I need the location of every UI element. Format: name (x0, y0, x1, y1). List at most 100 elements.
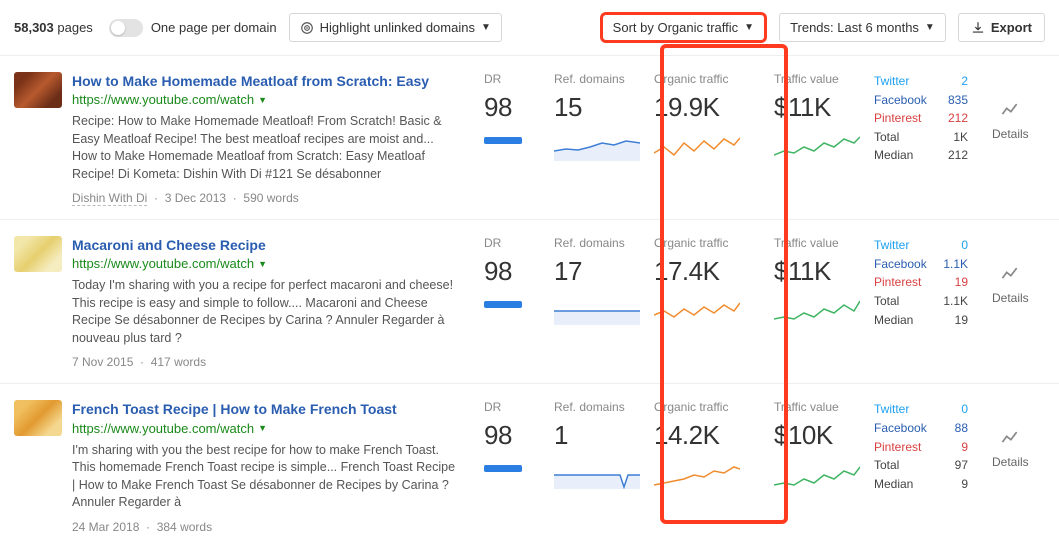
dr-label: DR (484, 236, 530, 250)
result-description: Recipe: How to Make Homemade Meatloaf! F… (72, 113, 458, 183)
highlight-dropdown[interactable]: Highlight unlinked domains ▼ (289, 13, 502, 42)
dr-bar (484, 301, 522, 308)
results-list: How to Make Homemade Meatloaf from Scrat… (0, 55, 1059, 548)
ref-domains-label: Ref. domains (554, 236, 630, 250)
organic-traffic-label: Organic traffic (654, 72, 750, 86)
pinterest-row[interactable]: Pinterest9 (874, 438, 968, 457)
toggle-switch[interactable] (109, 19, 143, 37)
organic-traffic-column: Organic traffic 17.4K (642, 236, 762, 369)
pages-count: 58,303 pages (14, 20, 93, 35)
caret-down-icon: ▼ (481, 22, 491, 33)
result-url[interactable]: https://www.youtube.com/watch ▼ (72, 256, 267, 271)
ref-domains-label: Ref. domains (554, 400, 630, 414)
total-row: Total97 (874, 456, 968, 475)
result-title[interactable]: Macaroni and Cheese Recipe (72, 236, 458, 254)
details-label: Details (992, 291, 1028, 305)
toolbar: 58,303 pages One page per domain Highlig… (0, 0, 1059, 55)
target-icon (300, 21, 314, 35)
dr-value: 98 (484, 256, 530, 287)
traffic-value-value: $11K (774, 92, 850, 123)
traffic-value-label: Traffic value (774, 72, 850, 86)
twitter-row[interactable]: Twitter0 (874, 236, 968, 255)
result-thumbnail[interactable] (14, 72, 62, 108)
organic-traffic-label: Organic traffic (654, 236, 750, 250)
result-subline: 24 Mar 2018 · 384 words (72, 520, 458, 534)
organic-traffic-column: Organic traffic 14.2K (642, 400, 762, 533)
export-button[interactable]: Export (958, 13, 1045, 42)
result-subline: 7 Nov 2015 · 417 words (72, 355, 458, 369)
traffic-value-label: Traffic value (774, 236, 850, 250)
details-label: Details (992, 455, 1028, 469)
ref-domains-column: Ref. domains 17 (542, 236, 642, 369)
organic-traffic-sparkline (654, 461, 740, 489)
result-meta: Macaroni and Cheese Recipe https://www.y… (72, 236, 472, 369)
social-column: Twitter0 Facebook1.1K Pinterest19 Total1… (862, 236, 980, 369)
social-column: Twitter2 Facebook835 Pinterest212 Total1… (862, 72, 980, 205)
result-thumbnail[interactable] (14, 236, 62, 272)
result-subline: Dishin With Di · 3 Dec 2013 · 590 words (72, 191, 458, 205)
sort-dropdown[interactable]: Sort by Organic traffic ▼ (600, 12, 767, 43)
details-label: Details (992, 127, 1028, 141)
facebook-row[interactable]: Facebook1.1K (874, 255, 968, 274)
social-column: Twitter0 Facebook88 Pinterest9 Total97 M… (862, 400, 980, 533)
result-title[interactable]: French Toast Recipe | How to Make French… (72, 400, 458, 418)
ref-domains-value: 17 (554, 256, 630, 287)
result-metrics: DR 98 Ref. domains 1 Organic traffic 14.… (472, 400, 1045, 533)
traffic-value-column: Traffic value $11K (762, 72, 862, 205)
caret-down-icon: ▼ (258, 423, 267, 433)
twitter-row[interactable]: Twitter2 (874, 72, 968, 91)
organic-traffic-sparkline (654, 133, 740, 161)
dr-label: DR (484, 72, 530, 86)
traffic-value-sparkline (774, 461, 860, 489)
details-column[interactable]: Details (980, 236, 1040, 369)
traffic-value-column: Traffic value $11K (762, 236, 862, 369)
ref-domains-column: Ref. domains 15 (542, 72, 642, 205)
organic-traffic-column: Organic traffic 19.9K (642, 72, 762, 205)
ref-domains-sparkline (554, 297, 640, 325)
result-description: I'm sharing with you the best recipe for… (72, 442, 458, 512)
median-row: Median9 (874, 475, 968, 494)
trends-dropdown[interactable]: Trends: Last 6 months ▼ (779, 13, 946, 42)
result-row: Macaroni and Cheese Recipe https://www.y… (0, 219, 1059, 383)
result-metrics: DR 98 Ref. domains 17 Organic traffic 17… (472, 236, 1045, 369)
traffic-value-sparkline (774, 133, 860, 161)
twitter-row[interactable]: Twitter0 (874, 400, 968, 419)
dr-value: 98 (484, 420, 530, 451)
facebook-row[interactable]: Facebook88 (874, 419, 968, 438)
ref-domains-label: Ref. domains (554, 72, 630, 86)
dr-bar (484, 465, 522, 472)
ref-domains-sparkline (554, 133, 640, 161)
traffic-value-value: $11K (774, 256, 850, 287)
traffic-value-sparkline (774, 297, 860, 325)
median-row: Median19 (874, 311, 968, 330)
result-row: How to Make Homemade Meatloaf from Scrat… (0, 55, 1059, 219)
caret-down-icon: ▼ (744, 22, 754, 33)
organic-traffic-sparkline (654, 297, 740, 325)
details-icon (1000, 428, 1020, 448)
caret-down-icon: ▼ (258, 259, 267, 269)
total-row: Total1K (874, 128, 968, 147)
dr-column: DR 98 (472, 72, 542, 205)
result-description: Today I'm sharing with you a recipe for … (72, 277, 458, 347)
ref-domains-column: Ref. domains 1 (542, 400, 642, 533)
caret-down-icon: ▼ (258, 95, 267, 105)
facebook-row[interactable]: Facebook835 (874, 91, 968, 110)
pinterest-row[interactable]: Pinterest19 (874, 273, 968, 292)
median-row: Median212 (874, 146, 968, 165)
result-title[interactable]: How to Make Homemade Meatloaf from Scrat… (72, 72, 458, 90)
total-row: Total1.1K (874, 292, 968, 311)
details-column[interactable]: Details (980, 72, 1040, 205)
organic-traffic-label: Organic traffic (654, 400, 750, 414)
result-thumbnail[interactable] (14, 400, 62, 436)
result-url[interactable]: https://www.youtube.com/watch ▼ (72, 92, 267, 107)
caret-down-icon: ▼ (925, 22, 935, 33)
traffic-value-column: Traffic value $10K (762, 400, 862, 533)
traffic-value-label: Traffic value (774, 400, 850, 414)
one-page-toggle[interactable]: One page per domain (109, 19, 277, 37)
dr-column: DR 98 (472, 400, 542, 533)
result-url[interactable]: https://www.youtube.com/watch ▼ (72, 421, 267, 436)
pinterest-row[interactable]: Pinterest212 (874, 109, 968, 128)
ref-domains-value: 15 (554, 92, 630, 123)
details-column[interactable]: Details (980, 400, 1040, 533)
organic-traffic-value: 17.4K (654, 256, 750, 287)
